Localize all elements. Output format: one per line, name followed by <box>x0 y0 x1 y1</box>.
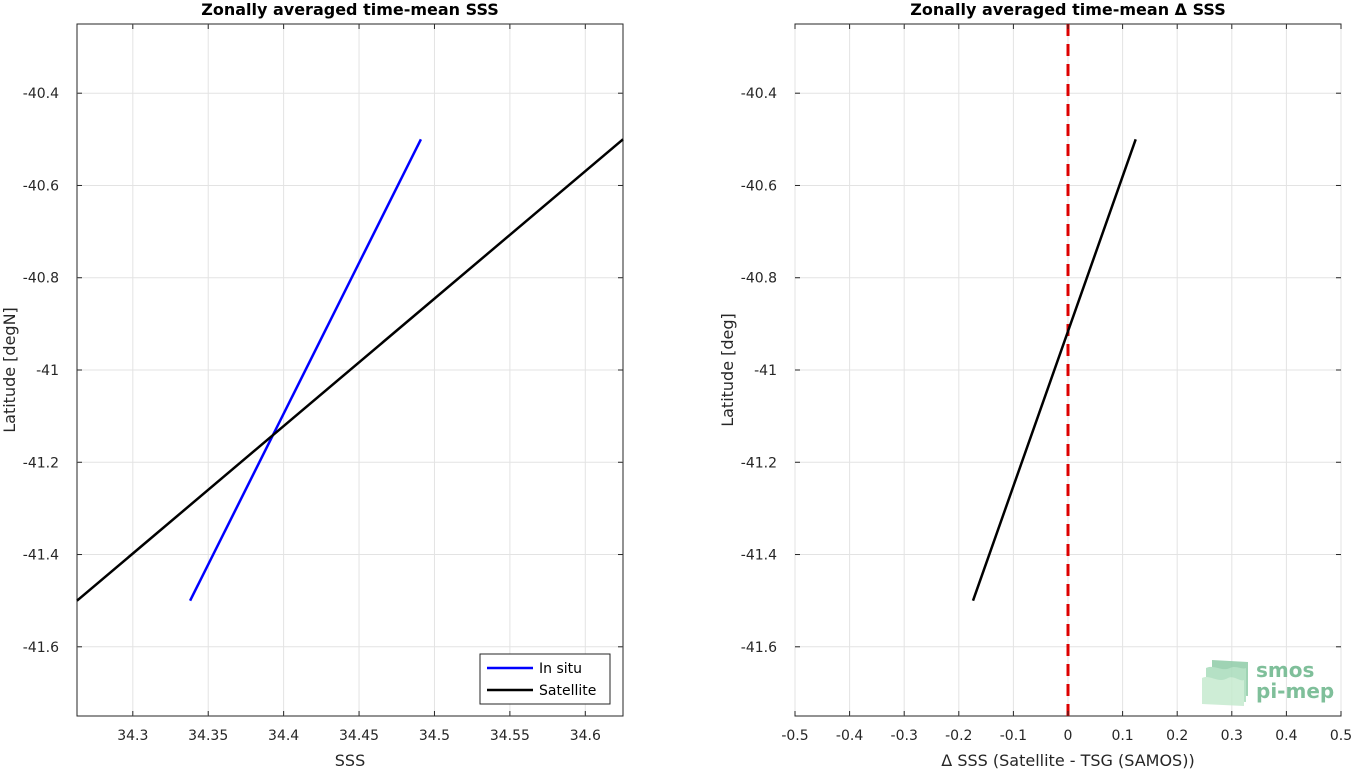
y-tick-label: -41.2 <box>23 455 59 471</box>
x-tick-label: -0.1 <box>1000 728 1027 744</box>
x-tick-label: -0.5 <box>781 728 808 744</box>
x-tick-label: 34.3 <box>117 728 148 744</box>
y-axis-label-delta-sss: Latitude [deg] <box>718 313 737 427</box>
x-axis-label-sss: SSS <box>335 751 365 769</box>
x-tick-label: 0.4 <box>1275 728 1297 744</box>
x-tick-label: 0.5 <box>1330 728 1352 744</box>
legend-box <box>479 653 611 705</box>
x-tick-label: 34.4 <box>268 728 299 744</box>
y-tick-label: -40.8 <box>741 271 777 287</box>
series-line-delta <box>971 138 1137 602</box>
series-line-in-situ <box>188 138 423 602</box>
series-layer-delta-sss <box>971 24 1137 716</box>
logo-text-smos: smos <box>1256 658 1314 682</box>
x-tick-label: 0.3 <box>1221 728 1243 744</box>
logo-text-pi-mep: pi-mep <box>1256 679 1334 703</box>
y-axis-label-sss: Latitude [degN] <box>0 307 19 433</box>
chart-title-delta-sss: Zonally averaged time-mean Δ SSS <box>910 0 1226 19</box>
grid-sss <box>77 24 623 716</box>
y-tick-label: -41 <box>36 363 59 379</box>
y-tick-label: -40.6 <box>741 178 777 194</box>
x-tick-label: 0.2 <box>1166 728 1188 744</box>
smos-pi-mep-logo: smos pi-mep <box>1202 658 1334 706</box>
chart-title-sss: Zonally averaged time-mean SSS <box>201 0 499 19</box>
legend: In situ Satellite <box>479 653 611 705</box>
series-layer-sss <box>76 138 624 602</box>
x-tick-label: -0.2 <box>945 728 972 744</box>
legend-label-satellite: Satellite <box>539 683 596 699</box>
x-axis-label-delta-sss: Δ SSS (Satellite - TSG (SAMOS)) <box>941 751 1194 769</box>
y-tick-label: -40.4 <box>741 86 777 102</box>
x-tick-label: 0.1 <box>1111 728 1133 744</box>
legend-label-in-situ: In situ <box>539 661 582 677</box>
chart-sss: 34.3 34.35 34.4 34.45 34.5 34.55 34.6 -40.4 -40.… <box>0 0 624 769</box>
ticks-sss: 34.3 34.35 34.4 34.45 34.5 34.55 34.6 -40.4 -40.… <box>23 24 623 744</box>
ticks-delta-sss: -0.5 -0.4 -0.3 -0.2 -0.1 0 0.1 0.2 0.3 0.4 0.5 -40.… <box>741 24 1352 744</box>
x-tick-label: 34.45 <box>339 728 379 744</box>
y-tick-label: -40.8 <box>23 271 59 287</box>
y-tick-label: -40.6 <box>23 178 59 194</box>
x-tick-label: -0.4 <box>836 728 863 744</box>
chart-delta-sss: -0.5 -0.4 -0.3 -0.2 -0.1 0 0.1 0.2 0.3 0.4 0.5 -40.… <box>718 0 1352 769</box>
series-line-satellite <box>76 138 624 602</box>
x-tick-label: 34.5 <box>419 728 450 744</box>
y-tick-label: -40.4 <box>23 86 59 102</box>
x-tick-label: -0.3 <box>891 728 918 744</box>
y-tick-label: -41.6 <box>741 640 777 656</box>
y-tick-label: -41 <box>754 363 777 379</box>
y-tick-label: -41.4 <box>23 548 59 564</box>
x-tick-label: 0 <box>1064 728 1073 744</box>
y-tick-label: -41.4 <box>741 548 777 564</box>
y-tick-label: -41.6 <box>23 640 59 656</box>
logo-waves-icon <box>1202 660 1248 706</box>
y-tick-label: -41.2 <box>741 455 777 471</box>
x-tick-label: 34.35 <box>188 728 228 744</box>
x-tick-label: 34.55 <box>490 728 530 744</box>
x-tick-label: 34.6 <box>570 728 601 744</box>
